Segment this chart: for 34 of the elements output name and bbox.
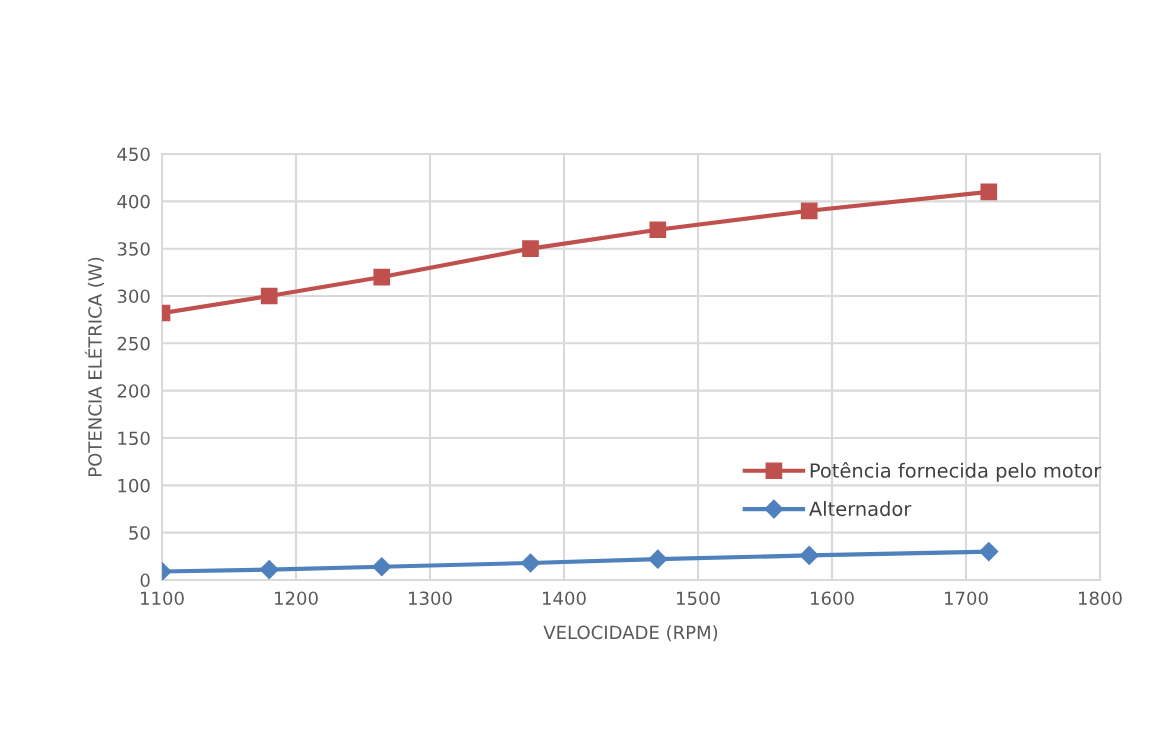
- x-tick-label: 1100: [141, 591, 184, 606]
- point: [799, 545, 819, 565]
- y-tick-label: 100: [118, 478, 150, 493]
- point: [520, 553, 541, 573]
- y-tick-label: 300: [117, 289, 150, 304]
- x-tick-label: 1600: [811, 591, 854, 606]
- y-tick-label: 400: [117, 194, 150, 209]
- x-tick-label: 1800: [1079, 591, 1122, 606]
- y-tick-label: 350: [117, 242, 150, 256]
- point: [522, 240, 539, 258]
- x-axis-title: VELOCIDADE (RPM): [543, 625, 718, 642]
- point: [259, 560, 279, 580]
- x-tick-label: 1500: [677, 591, 720, 606]
- legend-label: Alternador: [809, 501, 912, 517]
- x-tick-label: 1200: [275, 591, 318, 606]
- point: [373, 268, 391, 286]
- point: [800, 202, 818, 220]
- point: [648, 549, 668, 569]
- x-tick-label: 1700: [945, 591, 988, 606]
- x-tick-label: 1300: [409, 591, 452, 606]
- x-tick-label: 1400: [543, 591, 586, 606]
- point: [979, 542, 999, 562]
- y-tick-label: 250: [117, 336, 150, 351]
- point: [372, 557, 392, 577]
- point: [649, 221, 667, 239]
- point: [980, 183, 998, 201]
- y-axis-title: POTENCIA ELÉTRICA (W): [84, 257, 104, 476]
- y-tick-label: 450: [117, 147, 150, 162]
- y-tick-label: 50: [129, 526, 150, 540]
- y-tick-label: 200: [117, 384, 150, 398]
- y-tick-label: 150: [118, 431, 150, 446]
- legend-label: Potência fornecida pelo motor: [810, 462, 1102, 482]
- point: [260, 287, 278, 305]
- y-tick-label: 0: [140, 573, 150, 588]
